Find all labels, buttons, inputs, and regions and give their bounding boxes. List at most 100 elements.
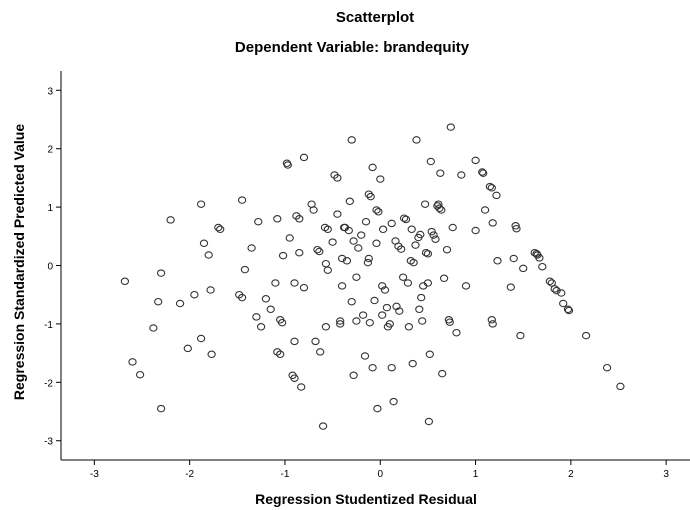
- data-point: [342, 257, 352, 265]
- data-point: [445, 318, 454, 326]
- data-point: [376, 175, 385, 183]
- data-point: [403, 279, 413, 287]
- data-point: [156, 269, 166, 277]
- data-point: [135, 370, 145, 379]
- data-point: [216, 225, 225, 234]
- data-point: [256, 323, 266, 331]
- data-point: [323, 225, 332, 234]
- data-point: [196, 200, 206, 208]
- data-point: [407, 225, 416, 234]
- data-point: [299, 283, 309, 292]
- data-point: [423, 250, 433, 258]
- data-point: [344, 226, 353, 235]
- data-point: [352, 273, 361, 281]
- data-point: [493, 257, 502, 265]
- data-point: [487, 184, 496, 192]
- chart-subtitle: Dependent Variable: brandequity: [235, 39, 470, 56]
- data-point: [545, 277, 555, 286]
- data-point: [315, 247, 324, 256]
- data-point: [370, 296, 379, 305]
- data-point: [237, 196, 247, 204]
- x-tick-label: 2: [568, 469, 574, 480]
- data-point: [283, 161, 292, 169]
- data-point: [321, 259, 331, 268]
- data-point: [345, 197, 354, 206]
- data-point: [478, 168, 487, 176]
- data-point: [487, 316, 496, 324]
- data-point: [337, 282, 347, 290]
- data-point: [385, 320, 394, 328]
- data-point: [401, 215, 411, 224]
- data-point: [278, 251, 288, 260]
- data-point: [271, 279, 280, 287]
- data-point: [347, 297, 356, 306]
- data-point: [425, 350, 434, 359]
- data-point: [395, 307, 404, 315]
- data-point: [519, 264, 528, 273]
- data-point: [273, 348, 282, 356]
- data-point: [408, 359, 417, 368]
- data-point: [336, 317, 345, 325]
- y-tick-label: 2: [47, 145, 53, 156]
- x-tick-label: 3: [663, 469, 669, 480]
- data-point: [436, 169, 445, 177]
- data-point: [378, 311, 387, 319]
- data-point: [336, 320, 345, 328]
- data-point: [492, 191, 501, 200]
- data-point: [273, 215, 282, 223]
- data-point: [382, 303, 392, 312]
- data-point: [368, 363, 377, 372]
- data-point: [156, 404, 166, 413]
- data-point: [389, 397, 398, 406]
- data-point: [420, 200, 430, 208]
- data-point: [532, 250, 541, 258]
- data-point: [276, 350, 285, 359]
- data-point: [550, 285, 559, 293]
- data-point: [457, 171, 466, 179]
- data-point: [128, 358, 137, 366]
- data-point: [373, 404, 382, 413]
- data-point: [399, 214, 409, 222]
- data-point: [149, 324, 158, 332]
- data-point: [337, 254, 347, 263]
- data-point: [423, 279, 433, 287]
- data-point: [488, 219, 497, 227]
- data-point: [207, 350, 216, 359]
- data-point: [437, 206, 446, 214]
- data-point: [374, 208, 383, 216]
- data-point: [357, 231, 366, 239]
- data-point: [398, 273, 408, 281]
- data-point: [364, 254, 373, 263]
- x-tick-label: 0: [377, 469, 383, 480]
- data-point: [479, 169, 488, 177]
- data-point: [323, 266, 332, 274]
- data-point: [354, 244, 363, 252]
- y-tick-label: -1: [44, 320, 53, 331]
- data-point: [311, 337, 320, 346]
- data-point: [333, 174, 342, 182]
- y-tick-label: 3: [47, 86, 53, 97]
- data-point: [261, 295, 271, 303]
- data-point: [252, 313, 261, 321]
- data-point: [204, 251, 213, 259]
- x-tick-label: -1: [281, 469, 290, 480]
- data-point: [365, 318, 374, 327]
- data-point: [175, 299, 185, 308]
- y-axis-label: Regression Standardized Predicted Value: [11, 124, 27, 400]
- data-point: [318, 422, 328, 430]
- data-point: [426, 157, 435, 166]
- data-point: [372, 239, 381, 248]
- y-tick-label: 0: [47, 262, 53, 273]
- data-point: [309, 206, 318, 214]
- data-point: [199, 239, 209, 248]
- data-point: [352, 317, 361, 325]
- data-point: [509, 254, 518, 263]
- data-point: [448, 223, 457, 232]
- data-point: [361, 217, 371, 226]
- data-point: [183, 344, 192, 353]
- x-tick-label: -2: [185, 469, 194, 480]
- data-point: [564, 306, 574, 315]
- data-point: [299, 153, 309, 162]
- data-point: [240, 265, 250, 274]
- data-point: [516, 331, 525, 340]
